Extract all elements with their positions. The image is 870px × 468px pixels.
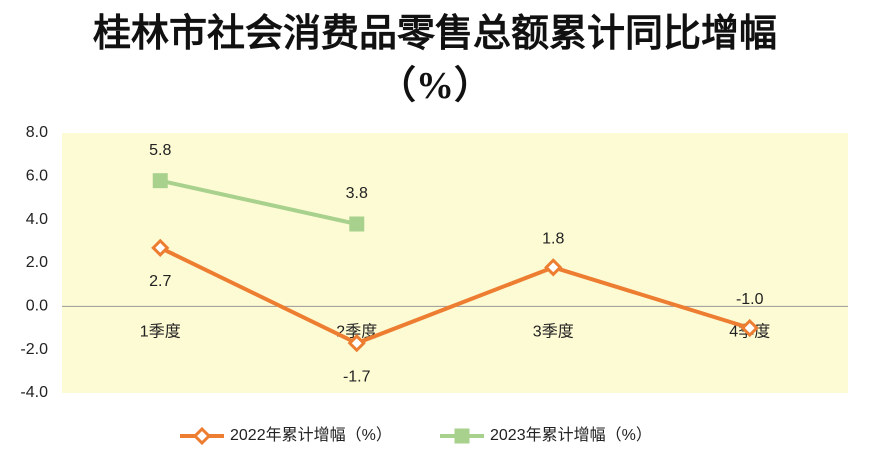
data-label: -1.7 [343,368,371,385]
y-tick-label: 0.0 [26,298,48,315]
series-line [159,246,751,346]
legend-label: 2022年累计增幅（%） [230,426,392,444]
y-tick-label: 6.0 [26,168,48,185]
data-label: -1.0 [736,291,764,308]
data-label: 3.8 [346,185,368,202]
data-point [347,334,366,353]
data-label: 5.8 [149,142,171,159]
chart-title: 桂林市社会消费品零售总额累计同比增幅（%） [92,13,777,107]
data-point [740,318,759,338]
data-point [544,258,563,277]
x-tick-label: 1季度 [140,323,181,341]
data-point [349,216,365,232]
series-line [159,178,358,226]
y-tick-label: -2.0 [20,341,48,358]
data-point [152,173,168,189]
y-tick-label: -4.0 [20,384,48,401]
legend-label: 2023年累计增幅（%） [490,426,652,444]
y-tick-label: 8.0 [26,124,48,141]
legend-marker [192,426,212,446]
x-tick-label: 3季度 [533,323,574,341]
y-tick-label: 2.0 [26,254,48,271]
data-point [151,238,170,257]
legend-marker [454,428,470,444]
plot-area [62,133,848,393]
data-label: 1.8 [542,231,564,248]
data-label: 2.7 [149,273,171,290]
y-tick-label: 4.0 [26,211,48,228]
